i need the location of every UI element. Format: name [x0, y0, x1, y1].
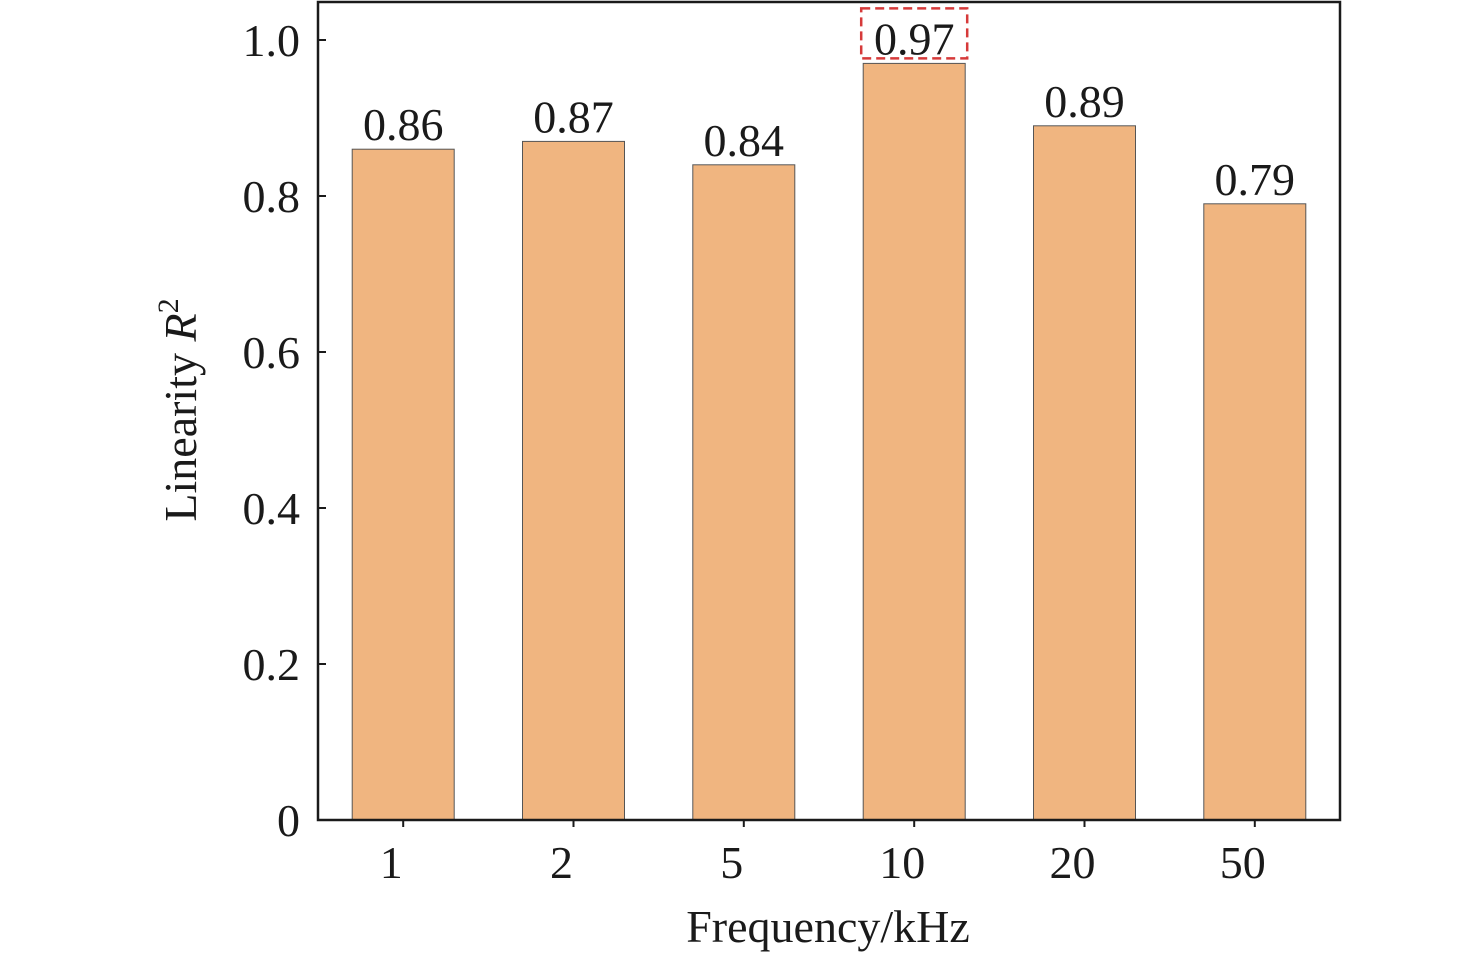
- x-tick-label-20: 20: [1050, 837, 1096, 888]
- data-label-5: 0.84: [704, 115, 785, 166]
- data-label-50: 0.79: [1215, 154, 1296, 205]
- y-tick-label-0: 0: [277, 795, 300, 846]
- y-tick-label-0.8: 0.8: [243, 171, 301, 222]
- highlight-box: [859, 7, 969, 60]
- bar-10: [862, 62, 966, 821]
- data-label-1: 0.86: [363, 99, 444, 150]
- axes-layer: [316, 0, 1342, 822]
- y-axis-title: Linearity R2: [152, 298, 206, 521]
- x-tick-label-1: 1: [380, 837, 403, 888]
- data-label-20: 0.89: [1044, 76, 1125, 127]
- bar-5: [692, 164, 796, 821]
- plot-frame: [316, 0, 1342, 822]
- bar-2: [522, 140, 625, 821]
- ticks-layer: 1 2 5 10 20 50 0 0.2 0.4 0.6 0.8 1.0: [243, 15, 1266, 888]
- bar-1: [351, 148, 455, 821]
- bars-layer: [351, 62, 1307, 821]
- x-tick-label-10: 10: [879, 837, 925, 888]
- y-axis-title-superscript: 2: [152, 298, 185, 313]
- y-tick-label-0.6: 0.6: [243, 327, 301, 378]
- data-label-2: 0.87: [533, 91, 614, 142]
- y-tick-label-1.0: 1.0: [243, 15, 301, 66]
- y-tick-label-0.2: 0.2: [243, 639, 301, 690]
- data-labels-layer: 0.86 0.87 0.84 0.97 0.89 0.79: [363, 7, 1296, 205]
- bar-20: [1033, 125, 1136, 821]
- y-axis-title-variable: R: [155, 313, 206, 342]
- x-tick-label-50: 50: [1220, 837, 1266, 888]
- y-tick-label-0.4: 0.4: [243, 483, 301, 534]
- data-label-10: 0.97: [874, 13, 955, 64]
- x-tick-label-5: 5: [720, 837, 743, 888]
- x-axis-title: Frequency/kHz: [686, 901, 970, 952]
- x-tick-label-2: 2: [550, 837, 573, 888]
- y-axis-title-prefix: Linearity: [155, 342, 206, 522]
- bar-50: [1203, 203, 1307, 821]
